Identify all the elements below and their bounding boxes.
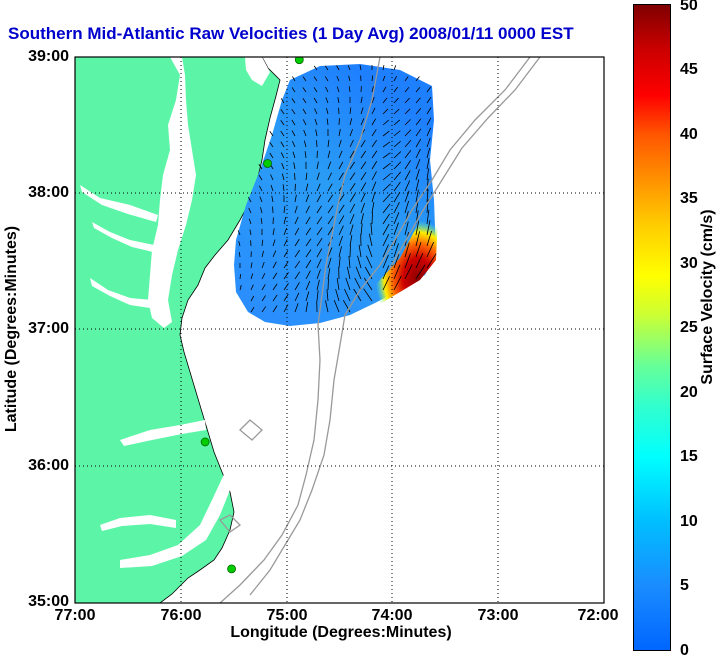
station-marker — [201, 438, 209, 446]
station-marker — [228, 565, 236, 573]
station-marker — [264, 159, 272, 167]
